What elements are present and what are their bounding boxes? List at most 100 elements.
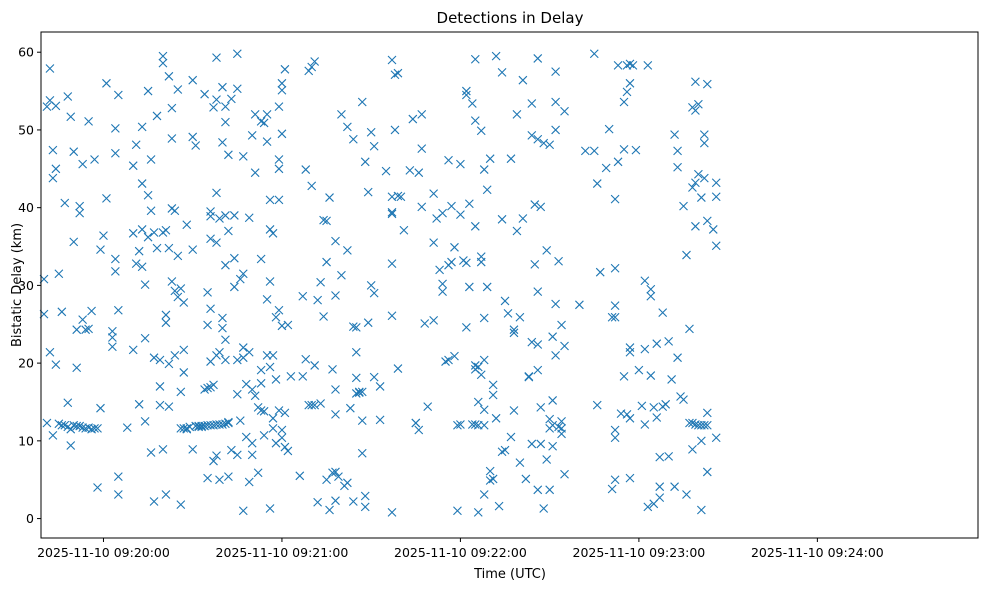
data-point bbox=[274, 305, 284, 315]
data-point bbox=[533, 365, 543, 375]
data-point bbox=[348, 134, 358, 144]
data-point bbox=[699, 130, 709, 139]
data-point bbox=[235, 274, 245, 284]
data-point bbox=[179, 368, 189, 377]
data-point bbox=[209, 456, 218, 466]
data-point bbox=[464, 199, 474, 209]
data-point bbox=[417, 110, 427, 119]
data-point bbox=[652, 339, 662, 349]
data-point bbox=[699, 173, 709, 183]
data-point bbox=[527, 130, 537, 140]
data-point bbox=[331, 496, 340, 506]
data-point bbox=[322, 216, 331, 226]
data-point bbox=[560, 341, 569, 351]
data-point bbox=[206, 304, 215, 314]
data-point bbox=[456, 159, 465, 169]
data-point bbox=[134, 246, 144, 256]
data-point bbox=[589, 49, 599, 59]
data-point bbox=[212, 188, 221, 198]
data-point bbox=[331, 467, 340, 477]
data-point bbox=[682, 490, 691, 499]
data-point bbox=[530, 260, 540, 269]
data-point bbox=[390, 125, 400, 135]
data-point bbox=[250, 110, 260, 119]
data-point bbox=[363, 318, 373, 328]
data-point bbox=[607, 312, 617, 322]
data-point bbox=[143, 86, 153, 96]
data-point bbox=[369, 141, 379, 151]
data-point bbox=[640, 276, 650, 286]
data-point bbox=[247, 130, 257, 140]
data-point bbox=[450, 242, 459, 252]
data-point bbox=[244, 213, 254, 223]
data-point bbox=[128, 345, 138, 355]
x-tick-label: 2025-11-10 09:24:00 bbox=[751, 545, 884, 560]
data-point bbox=[72, 325, 82, 335]
data-point bbox=[390, 70, 400, 80]
data-point bbox=[357, 97, 367, 107]
data-point bbox=[375, 382, 385, 391]
data-point bbox=[354, 387, 364, 397]
data-point bbox=[524, 372, 534, 382]
data-point bbox=[476, 126, 486, 136]
data-point bbox=[429, 189, 439, 199]
data-point bbox=[48, 145, 58, 155]
data-point bbox=[548, 332, 558, 342]
data-point bbox=[218, 323, 227, 333]
data-point bbox=[161, 310, 171, 320]
data-point bbox=[182, 220, 192, 230]
data-point bbox=[438, 208, 447, 218]
data-point bbox=[655, 493, 665, 502]
data-point bbox=[393, 68, 403, 78]
data-point bbox=[560, 106, 569, 116]
data-point bbox=[580, 146, 590, 156]
data-point bbox=[485, 466, 495, 476]
data-point bbox=[146, 448, 156, 457]
data-point bbox=[48, 431, 58, 440]
data-point bbox=[265, 504, 275, 513]
data-point bbox=[506, 154, 516, 164]
data-point bbox=[491, 51, 501, 61]
data-point bbox=[158, 58, 168, 68]
data-point bbox=[595, 267, 605, 277]
data-point bbox=[113, 472, 123, 481]
data-point bbox=[613, 61, 623, 70]
y-tick-label: 10 bbox=[18, 433, 34, 448]
data-point bbox=[170, 206, 180, 216]
data-point bbox=[173, 85, 183, 94]
data-point bbox=[212, 95, 221, 105]
data-point bbox=[551, 299, 560, 309]
data-point bbox=[518, 214, 528, 223]
data-point bbox=[634, 365, 644, 375]
data-point bbox=[670, 482, 679, 492]
data-point bbox=[515, 312, 525, 322]
data-point bbox=[218, 313, 227, 323]
x-tick-label: 2025-11-10 09:21:00 bbox=[216, 545, 349, 560]
data-point bbox=[268, 413, 278, 423]
data-point bbox=[473, 397, 483, 407]
data-point bbox=[702, 420, 712, 430]
data-point bbox=[363, 187, 373, 197]
data-point bbox=[699, 420, 709, 430]
data-point bbox=[673, 146, 682, 156]
data-point bbox=[711, 241, 721, 251]
data-point bbox=[711, 178, 721, 188]
data-point bbox=[673, 353, 682, 363]
data-point bbox=[702, 467, 712, 477]
data-point bbox=[262, 294, 272, 304]
data-point bbox=[479, 313, 489, 323]
data-point bbox=[464, 282, 474, 292]
data-point bbox=[551, 125, 560, 135]
data-point bbox=[488, 474, 498, 484]
data-point bbox=[75, 201, 85, 211]
plot-frame bbox=[40, 31, 979, 539]
data-point bbox=[72, 363, 82, 373]
data-point bbox=[209, 380, 218, 390]
data-point bbox=[155, 400, 165, 410]
data-point bbox=[256, 254, 266, 264]
data-point bbox=[461, 258, 471, 268]
data-point bbox=[334, 472, 343, 481]
data-point bbox=[262, 110, 272, 119]
data-point bbox=[337, 110, 346, 119]
